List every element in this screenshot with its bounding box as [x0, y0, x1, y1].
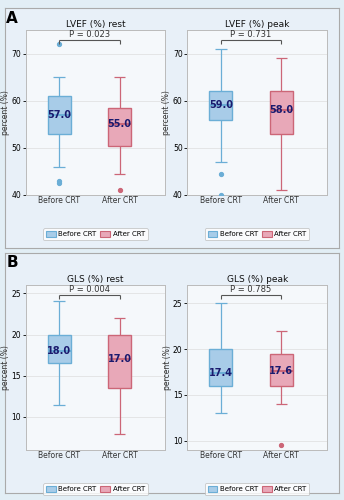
Text: P = 0.023: P = 0.023 — [69, 30, 110, 38]
Bar — [108, 334, 131, 388]
Bar — [209, 349, 232, 386]
Text: P = 0.004: P = 0.004 — [69, 284, 110, 294]
Title: LVEF (%) peak: LVEF (%) peak — [225, 20, 289, 28]
Title: LVEF (%) rest: LVEF (%) rest — [66, 20, 125, 28]
Text: 17.0: 17.0 — [108, 354, 132, 364]
Text: 59.0: 59.0 — [209, 100, 233, 110]
Bar — [47, 96, 71, 134]
Bar — [209, 92, 232, 120]
Text: 57.0: 57.0 — [47, 110, 71, 120]
Y-axis label: percent (%): percent (%) — [162, 90, 171, 135]
Text: A: A — [6, 11, 18, 26]
Bar — [47, 334, 71, 364]
Legend: Before CRT, After CRT: Before CRT, After CRT — [205, 483, 309, 495]
Text: 17.6: 17.6 — [269, 366, 293, 376]
Text: P = 0.731: P = 0.731 — [230, 30, 272, 38]
Text: 17.4: 17.4 — [209, 368, 233, 378]
Text: 58.0: 58.0 — [269, 105, 293, 115]
Legend: Before CRT, After CRT: Before CRT, After CRT — [205, 228, 309, 240]
Bar — [108, 108, 131, 146]
Text: B: B — [6, 255, 18, 270]
Legend: Before CRT, After CRT: Before CRT, After CRT — [43, 228, 148, 240]
Text: 18.0: 18.0 — [47, 346, 71, 356]
Y-axis label: percent (%): percent (%) — [1, 90, 10, 135]
Y-axis label: percent (%): percent (%) — [163, 345, 172, 390]
Bar — [270, 354, 293, 386]
Title: GLS (%) rest: GLS (%) rest — [67, 274, 124, 283]
Y-axis label: percent (%): percent (%) — [1, 345, 10, 390]
Text: P = 0.785: P = 0.785 — [230, 284, 272, 294]
Bar — [270, 92, 293, 134]
Text: 55.0: 55.0 — [108, 120, 132, 130]
Title: GLS (%) peak: GLS (%) peak — [226, 274, 288, 283]
Legend: Before CRT, After CRT: Before CRT, After CRT — [43, 483, 148, 495]
